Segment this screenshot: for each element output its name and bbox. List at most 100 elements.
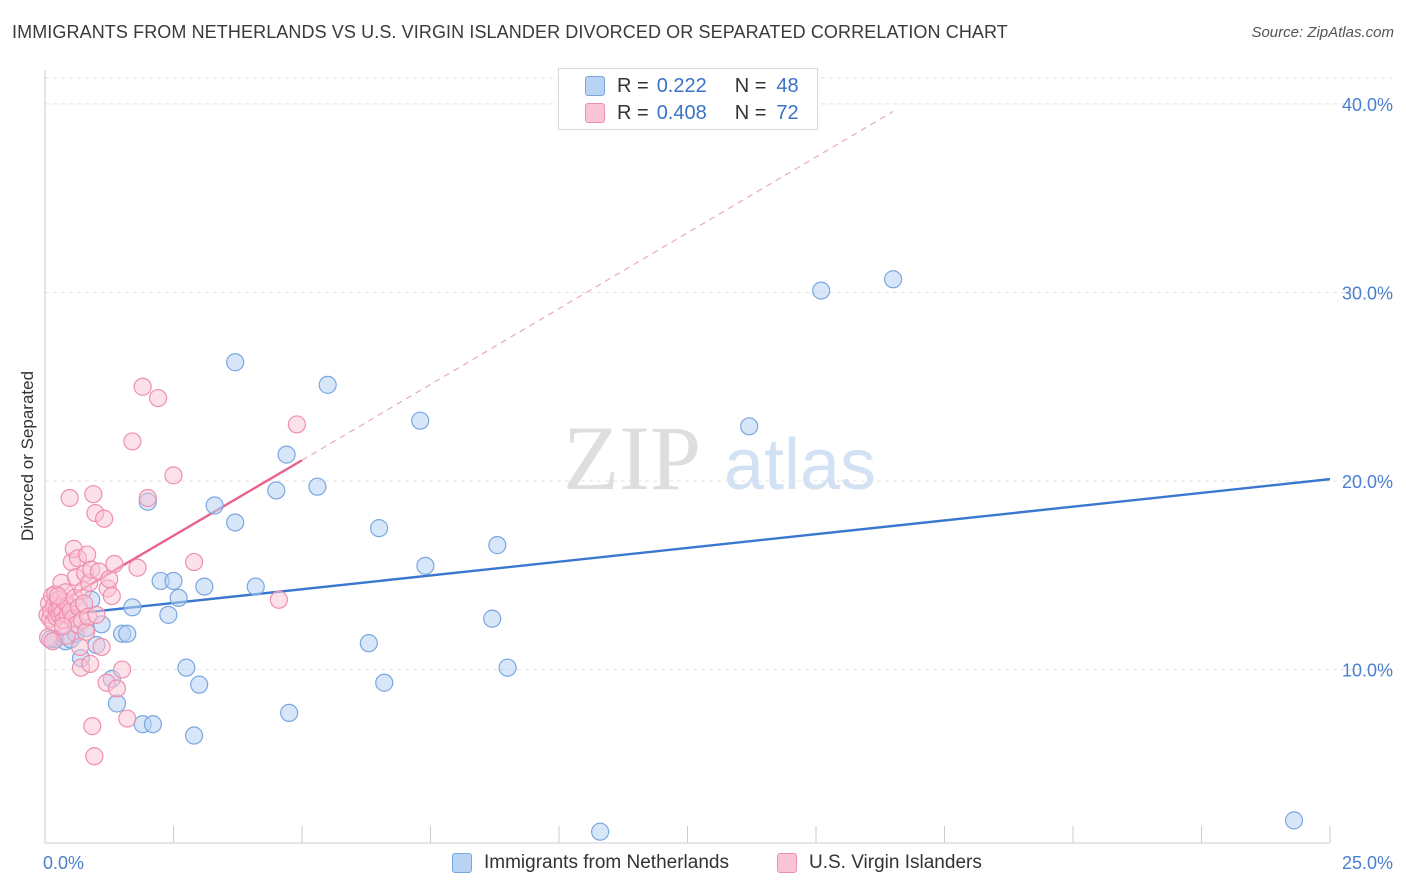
data-point-virgin-islanders — [81, 654, 100, 673]
legend-item-netherlands[interactable]: Immigrants from Netherlands — [452, 852, 729, 874]
y-tick-label: 30.0% — [1342, 283, 1393, 303]
series-legend: Immigrants from Netherlands U.S. Virgin … — [0, 850, 1406, 880]
data-point-netherlands — [169, 588, 188, 608]
data-point-virgin-islanders — [123, 432, 142, 451]
data-point-netherlands — [205, 496, 224, 515]
n-value: 72 — [776, 101, 799, 124]
data-point-virgin-islanders — [95, 509, 114, 528]
data-point-virgin-islanders — [70, 637, 90, 657]
data-point-virgin-islanders — [60, 488, 79, 508]
data-point-virgin-islanders — [84, 485, 103, 504]
data-point-netherlands — [740, 417, 759, 436]
x-tick-label: 25.0% — [1342, 853, 1393, 873]
axes — [44, 70, 1331, 844]
data-point-netherlands — [411, 411, 430, 430]
data-point-virgin-islanders — [85, 747, 104, 766]
legend-label: Immigrants from Netherlands — [484, 852, 729, 873]
data-point-virgin-islanders — [287, 415, 306, 434]
data-point-netherlands — [190, 675, 209, 694]
data-point-virgin-islanders — [102, 586, 121, 606]
data-point-virgin-islanders — [48, 586, 67, 606]
data-point-virgin-islanders — [92, 637, 111, 657]
n-label: N = — [734, 101, 767, 124]
data-point-netherlands — [123, 598, 142, 617]
data-point-netherlands — [246, 577, 265, 596]
data-point-netherlands — [308, 477, 327, 496]
data-point-netherlands — [195, 577, 214, 596]
watermark-atlas: atlas — [724, 425, 876, 505]
n-label: N = — [734, 74, 767, 97]
data-point-netherlands — [359, 634, 378, 653]
data-point-netherlands — [488, 536, 507, 555]
data-point-virgin-islanders — [184, 552, 204, 572]
data-point-virgin-islanders — [112, 660, 132, 679]
data-point-netherlands — [226, 353, 245, 372]
data-point-netherlands — [483, 609, 502, 628]
n-value: 48 — [776, 74, 799, 97]
legend-swatch-blue — [452, 853, 472, 873]
legend-label: U.S. Virgin Islanders — [809, 852, 982, 873]
data-point-virgin-islanders — [148, 388, 168, 408]
data-point-virgin-islanders — [138, 488, 157, 508]
data-point-virgin-islanders — [53, 617, 73, 636]
data-point-netherlands — [416, 556, 435, 575]
data-point-netherlands — [159, 605, 178, 624]
data-point-netherlands — [498, 658, 517, 677]
y-axis-label: Divorced or Separated — [18, 371, 37, 541]
data-point-netherlands — [143, 715, 163, 734]
data-point-netherlands — [177, 658, 196, 677]
r-value: 0.408 — [656, 101, 707, 124]
legend-swatch-blue — [585, 76, 605, 96]
data-point-virgin-islanders — [164, 466, 183, 485]
data-point-virgin-islanders — [100, 569, 119, 589]
watermark: ZIP atlas — [563, 407, 876, 509]
data-point-netherlands — [107, 694, 127, 713]
series-netherlands-points — [41, 270, 1304, 841]
data-point-netherlands — [883, 270, 903, 289]
data-point-netherlands — [280, 703, 299, 723]
data-point-virgin-islanders — [128, 558, 147, 577]
data-point-netherlands — [318, 375, 337, 394]
watermark-zip: ZIP — [563, 407, 701, 509]
data-point-netherlands — [184, 726, 204, 745]
data-point-netherlands — [375, 673, 394, 692]
data-point-netherlands — [226, 513, 245, 532]
data-point-virgin-islanders — [87, 605, 106, 624]
y-tick-label: 10.0% — [1342, 661, 1393, 681]
data-point-virgin-islanders — [105, 554, 124, 574]
legend-row-netherlands: R = 0.222 N = 48 — [585, 73, 799, 99]
data-point-virgin-islanders — [78, 545, 97, 564]
legend-swatch-pink — [777, 853, 797, 873]
r-label: R = — [617, 101, 649, 124]
gridlines — [45, 77, 1392, 671]
r-value: 0.222 — [656, 74, 707, 97]
data-point-virgin-islanders — [118, 709, 137, 728]
source-label: Source: ZipAtlas.com — [1251, 24, 1394, 41]
data-point-netherlands — [277, 445, 296, 464]
data-point-netherlands — [370, 519, 389, 538]
data-point-virgin-islanders — [77, 622, 96, 641]
legend-item-virgin-islanders[interactable]: U.S. Virgin Islanders — [777, 852, 982, 874]
data-point-netherlands — [1284, 811, 1304, 830]
legend-row-virgin-islanders: R = 0.408 N = 72 — [585, 100, 799, 126]
data-point-netherlands — [164, 571, 183, 591]
r-label: R = — [617, 74, 649, 97]
y-tick-label: 20.0% — [1342, 472, 1393, 492]
chart-title: IMMIGRANTS FROM NETHERLANDS VS U.S. VIRG… — [12, 22, 1008, 42]
data-point-netherlands — [591, 822, 610, 841]
y-tick-label: 40.0% — [1342, 95, 1393, 115]
data-point-netherlands — [267, 481, 286, 500]
data-point-virgin-islanders — [83, 717, 102, 736]
x-tick-label: 0.0% — [43, 853, 84, 873]
series-virgin-islanders-points — [38, 377, 306, 766]
data-point-virgin-islanders — [107, 679, 127, 698]
trend-line-extension — [301, 110, 894, 461]
data-point-netherlands — [118, 624, 137, 643]
data-point-virgin-islanders — [269, 590, 288, 609]
data-point-netherlands — [812, 281, 831, 300]
legend-swatch-pink — [585, 103, 605, 123]
tick-labels: 10.0% 20.0% 30.0% 40.0% 0.0% 25.0% — [43, 95, 1393, 873]
correlation-legend: R = 0.222 N = 48 R = 0.408 N = 72 — [558, 68, 818, 130]
data-point-virgin-islanders — [43, 632, 62, 651]
